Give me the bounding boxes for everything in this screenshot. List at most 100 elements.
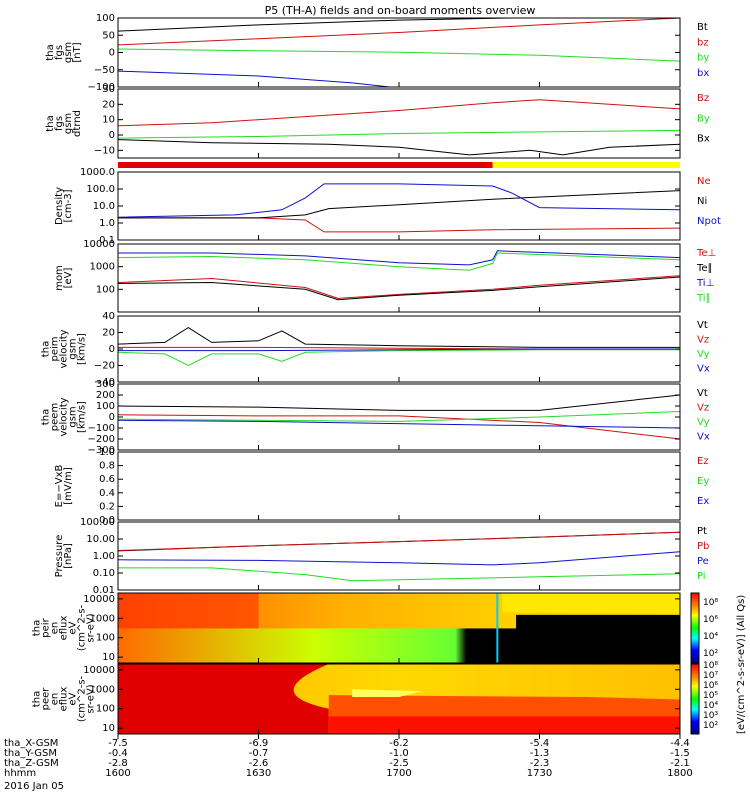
colorbar-tick: 10² — [703, 721, 718, 731]
xaxis-value: -1.5 — [670, 748, 690, 759]
ylabel-line: sr-eV) — [86, 684, 97, 713]
ylabel-line: gsm — [68, 406, 79, 427]
legend-Ex: Ex — [697, 496, 709, 507]
ytick-label: 0.0 — [99, 515, 115, 526]
xaxis-value: -4.4 — [670, 738, 690, 749]
legend-Ez: Ez — [697, 456, 709, 467]
mode-bar — [118, 162, 680, 168]
ytick-label: −40 — [94, 377, 115, 388]
ytick-label: 100.00 — [80, 517, 115, 528]
series-line-Bz — [117, 99, 681, 127]
ylabel-line: gsm — [63, 113, 74, 134]
ytick-label: 100 — [96, 704, 115, 715]
figure-title: P5 (TH-A) fields and on-board moments ov… — [265, 4, 536, 17]
series-line-Vy — [117, 349, 680, 367]
xaxis-value: -2.3 — [530, 758, 550, 769]
ytick-label: 0.8 — [99, 461, 115, 472]
xaxis-row-label: tha_Y-GSM — [4, 748, 57, 759]
ytick-label: 100 — [96, 13, 115, 24]
series-line-Npot — [117, 183, 681, 218]
xaxis-row-label: tha_Z-GSM — [4, 758, 59, 769]
ylabel-line: eflux — [59, 616, 70, 641]
mode-bar-fast — [492, 162, 680, 168]
legend-Vy: Vy — [697, 417, 710, 428]
ylabel-line: peir — [41, 617, 52, 637]
ylabel: mom[eV] — [54, 265, 74, 291]
ylabel-line: tha — [32, 620, 43, 636]
mode-bar-slow — [118, 162, 493, 168]
ylabel-line: peer — [41, 687, 52, 711]
spectrogram-electron-yellow-region — [352, 689, 423, 698]
ylabel-line: fgs — [54, 45, 65, 60]
ytick-label: −200 — [88, 434, 115, 445]
ylabel: Density[cm-3] — [54, 187, 74, 225]
legend-Pi: Pi — [697, 571, 706, 582]
ytick-label: 50 — [102, 30, 115, 41]
series-line-Ti∥ — [117, 252, 681, 271]
ylabel-line: tha — [45, 44, 56, 60]
colorbar-tick: 10⁵ — [703, 691, 718, 701]
ytick-label: 1000.0 — [80, 167, 115, 178]
ytick-label: 20 — [102, 99, 115, 110]
series-line-Ne — [118, 217, 681, 233]
ylabel-line: velocity — [59, 397, 70, 436]
ytick-label: −20 — [94, 361, 115, 372]
xaxis-value: -2.6 — [249, 758, 269, 769]
ytick-label: −100 — [88, 423, 115, 434]
xaxis-value: -1.3 — [530, 748, 550, 759]
ytick-label: 0 — [109, 48, 115, 59]
xaxis-value: -2.5 — [389, 758, 409, 769]
panel-frame — [117, 451, 681, 521]
ylabel-line: fgs — [54, 116, 65, 131]
ylabel-line: (cm^2-s- — [77, 675, 88, 722]
legend-Vz: Vz — [697, 403, 709, 414]
colorbar-tick: 10⁶ — [703, 615, 718, 625]
legend-Vt: Vt — [697, 320, 708, 331]
spectrogram-electron-low-energy — [328, 716, 680, 734]
colorbar-tick: 10⁴ — [703, 632, 718, 642]
colorbar-tick: 10³ — [703, 711, 718, 721]
series-line-bx — [117, 70, 390, 88]
xaxis-value: -0.7 — [249, 748, 269, 759]
legend-by: by — [697, 53, 709, 64]
legend-Ey: Ey — [697, 476, 709, 487]
ylabel-line: [km/s] — [77, 333, 88, 365]
ylabel-line: eV — [68, 621, 79, 634]
ytick-label: 1000 — [90, 613, 115, 624]
legend-bx: bx — [697, 68, 709, 79]
series-line-Vt — [117, 327, 680, 348]
xaxis-value: -0.4 — [108, 748, 128, 759]
legend-Ti⊥: Ti⊥ — [696, 278, 714, 289]
legend-bz: bz — [697, 37, 709, 48]
ytick-label: 0 — [109, 412, 115, 423]
ytick-label: 1.0 — [99, 218, 115, 229]
legend-Bz: Bz — [697, 93, 709, 104]
xaxis-value: -7.5 — [108, 738, 128, 749]
ytick-label: 0.2 — [99, 501, 115, 512]
ylabel-line: tha — [45, 115, 56, 131]
spectrogram-ion-black-region — [516, 614, 680, 663]
xaxis-value: 1700 — [386, 768, 411, 779]
ylabel-line: [cm-3] — [63, 189, 74, 222]
xaxis-value: 1630 — [246, 768, 271, 779]
ylabel-line: Pressure — [54, 535, 65, 578]
colorbar-label: [eV/(cm^2-s-sr-eV)] (All Qs) — [736, 595, 747, 734]
ylabel-line: E=−VxB — [54, 465, 65, 508]
legend-Ti∥: Ti∥ — [696, 293, 711, 304]
ylabel-line: peim — [50, 336, 61, 361]
ylabel-line: gsm — [63, 42, 74, 63]
legend-Te⊥: Te⊥ — [696, 248, 716, 259]
legend-Pe: Pe — [697, 556, 709, 567]
xaxis-value: 1600 — [105, 768, 130, 779]
colorbar-lower — [690, 663, 700, 735]
xaxis-value: -1.0 — [389, 748, 409, 759]
legend-Ne: Ne — [697, 176, 711, 187]
ytick-label: 300 — [96, 379, 115, 390]
ytick-label: 10 — [102, 652, 115, 663]
legend-Te∥: Te∥ — [696, 263, 713, 274]
series-line-Pb — [117, 531, 681, 551]
panel-frame — [117, 383, 681, 451]
